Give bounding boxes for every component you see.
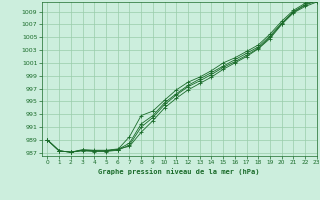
X-axis label: Graphe pression niveau de la mer (hPa): Graphe pression niveau de la mer (hPa): [99, 168, 260, 175]
